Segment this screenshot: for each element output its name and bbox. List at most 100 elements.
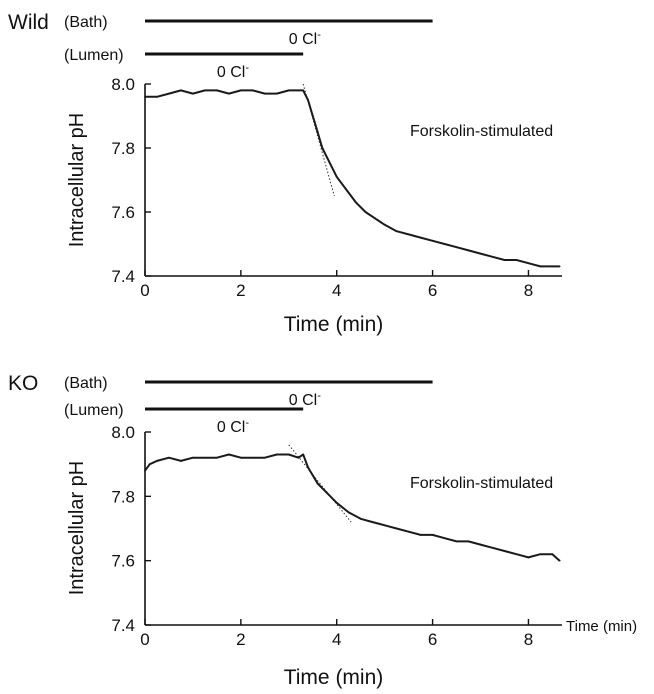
data-point [443, 243, 446, 245]
x-tick-label: 8 [524, 630, 533, 649]
panel-label: KO [8, 372, 38, 395]
data-point [467, 540, 470, 543]
data-point [321, 147, 324, 149]
data-point [431, 534, 434, 536]
data-point [156, 95, 158, 98]
x-tick-label: 8 [524, 281, 533, 300]
data-point [251, 89, 254, 92]
data-point [371, 521, 374, 523]
data-point [307, 466, 309, 469]
panel-label: Wild [8, 11, 49, 34]
data-point [275, 453, 278, 456]
data-point [455, 540, 458, 543]
data-point [287, 453, 290, 456]
x-unit-label: Time (min) [566, 618, 637, 635]
data-point [275, 92, 278, 95]
data-point [539, 265, 542, 268]
data-point [144, 95, 146, 98]
data-point [503, 550, 506, 552]
data-point [204, 89, 206, 92]
solution-bar-label: (Lumen) [64, 47, 124, 64]
x-tick-label: 6 [428, 630, 437, 649]
data-point [215, 89, 218, 92]
data-point [311, 115, 314, 117]
y-tick-label: 7.4 [111, 616, 135, 635]
data-point [302, 89, 305, 92]
data-point [431, 239, 434, 242]
series-line [145, 89, 560, 268]
data-point [307, 99, 309, 101]
data-point [263, 92, 266, 95]
data-point [467, 249, 470, 252]
y-tick-label: 7.6 [111, 552, 135, 571]
data-point [455, 246, 458, 249]
data-point [364, 211, 367, 213]
data-point [316, 482, 319, 485]
data-point [168, 456, 170, 459]
data-point [503, 259, 506, 261]
data-point [515, 553, 518, 556]
x-tick-label: 2 [236, 281, 245, 300]
y-tick-label: 8.0 [111, 75, 135, 94]
x-tick-label: 2 [236, 630, 245, 649]
data-point [419, 534, 422, 536]
data-point [419, 236, 422, 239]
x-tick-label: 6 [428, 281, 437, 300]
data-point [263, 456, 266, 459]
data-point [491, 255, 494, 258]
data-point [539, 553, 542, 556]
y-tick-label: 7.6 [111, 203, 135, 222]
x-tick-label: 0 [140, 281, 149, 300]
data-point [374, 217, 376, 220]
y-tick-label: 7.8 [111, 487, 135, 506]
data-point [251, 456, 254, 459]
solution-bar-text: 0 Cl- [289, 390, 321, 409]
data-point [407, 233, 410, 236]
data-point [215, 456, 218, 459]
data-point [227, 92, 230, 95]
y-tick-label: 7.4 [111, 267, 135, 286]
data-point [227, 453, 230, 456]
data-point [180, 460, 182, 462]
solution-bar-text: 0 Cl- [289, 29, 321, 48]
data-point [168, 92, 170, 95]
solution-bar-text: 0 Cl- [217, 417, 249, 436]
data-point [326, 156, 329, 159]
data-point [192, 92, 194, 95]
data-point [287, 89, 290, 92]
data-point [551, 553, 554, 556]
y-tick-label: 7.8 [111, 139, 135, 158]
slope-line [288, 444, 352, 523]
data-point [204, 456, 206, 459]
data-point [297, 456, 300, 459]
data-point [515, 259, 518, 261]
y-axis-title: Intracellular pH [66, 113, 88, 248]
data-point [395, 230, 398, 233]
data-point [316, 131, 319, 133]
solution-bar-label: (Bath) [64, 14, 108, 31]
condition-annotation: Forskolin-stimulated [410, 475, 553, 492]
solution-bar-label: (Bath) [64, 375, 108, 392]
y-tick-label: 8.0 [111, 423, 135, 442]
data-point [239, 456, 242, 459]
data-point [331, 166, 333, 169]
data-point [443, 537, 446, 540]
data-point [335, 501, 338, 504]
data-point [527, 262, 530, 265]
data-point [558, 559, 561, 562]
data-point [302, 453, 305, 456]
condition-annotation: Forskolin-stimulated [410, 123, 553, 140]
data-point [383, 524, 386, 527]
data-point [395, 527, 398, 530]
data-point [479, 252, 482, 255]
x-tick-label: 4 [332, 630, 341, 649]
data-point [347, 511, 350, 514]
data-point [558, 265, 561, 268]
data-point [326, 492, 329, 495]
data-point [479, 543, 482, 546]
x-axis-title: Time (min) [284, 666, 384, 689]
data-point [345, 188, 348, 191]
data-point [551, 265, 554, 268]
data-point [148, 463, 151, 466]
